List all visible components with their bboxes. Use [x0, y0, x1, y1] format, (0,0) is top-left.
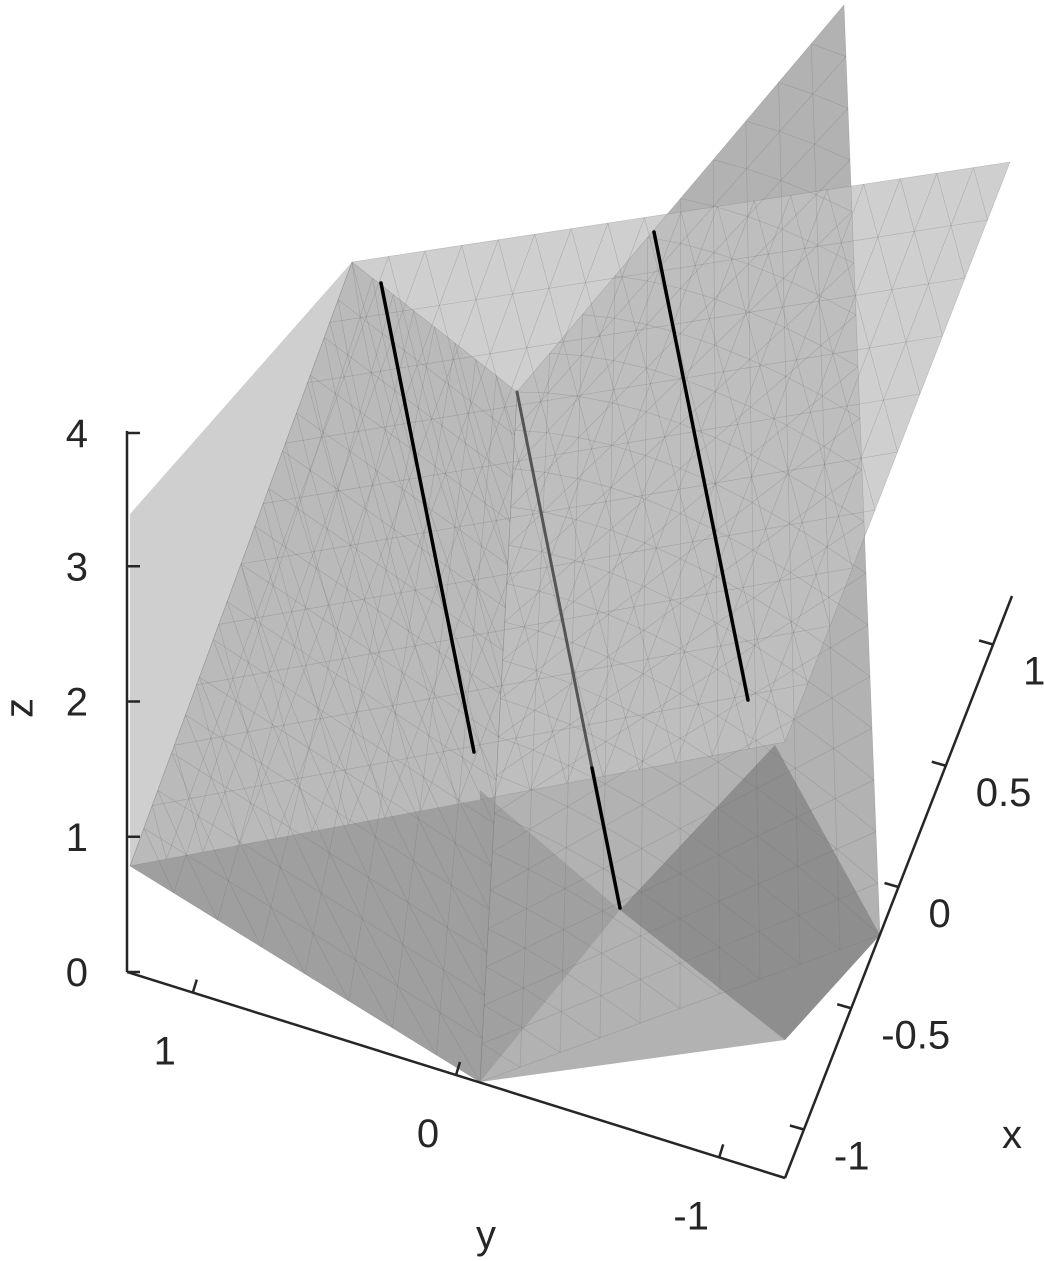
x-tick-label: 1 [1023, 650, 1044, 694]
surface-mesh [129, 4, 1011, 1083]
x-tick-label: -0.5 [881, 1013, 950, 1057]
intersection-curves [379, 230, 750, 910]
x-tick-mark [789, 1124, 805, 1131]
x-tick-label: -1 [834, 1135, 870, 1179]
y-tick-group: 1 0 -1 [154, 979, 725, 1238]
x-tick-mark [978, 639, 994, 646]
y-tick-mark [454, 1061, 462, 1076]
intersection-curve-middle-upper [515, 390, 594, 770]
z-tick-group: 0 1 2 3 4 [66, 412, 140, 995]
y-tick-label: -1 [673, 1194, 709, 1238]
y-axis-label: y [476, 1213, 496, 1257]
surfaces [129, 4, 1011, 1083]
z-tick-label: 4 [66, 412, 88, 456]
front-lower-face [480, 790, 620, 1082]
y-tick-label: 0 [417, 1112, 439, 1156]
y-tick-label: 1 [154, 1030, 176, 1074]
z-tick-label: 1 [66, 816, 88, 860]
intersection-curve-middle-lower [590, 766, 622, 910]
z-axis-label: z [0, 698, 42, 718]
x-axis-label: x [1002, 1113, 1022, 1157]
x-tick-label: 0 [929, 892, 951, 936]
x-axis: -1 -0.5 0 0.5 1 x [783, 595, 1044, 1179]
lower-right-face [620, 745, 880, 1040]
z-tick-label: 0 [66, 951, 88, 995]
z-tick-label: 2 [66, 681, 88, 725]
intersection-curve-left [379, 281, 476, 754]
y-axis: 1 0 -1 y [126, 970, 786, 1257]
tilted-plane-face [130, 162, 1010, 866]
x-tick-label: 0.5 [976, 771, 1032, 815]
x-tick-group: -1 -0.5 0 0.5 1 [789, 639, 1044, 1179]
z-tick-label: 3 [66, 545, 88, 589]
intersection-curve-right [652, 230, 750, 702]
x-tick-mark [836, 1003, 852, 1010]
x-tick-mark [884, 881, 899, 889]
x-tick-mark [931, 760, 947, 767]
z-axis: 0 1 2 3 4 z [0, 412, 140, 995]
y-tick-mark [718, 1144, 725, 1158]
y-tick-mark [191, 979, 198, 993]
